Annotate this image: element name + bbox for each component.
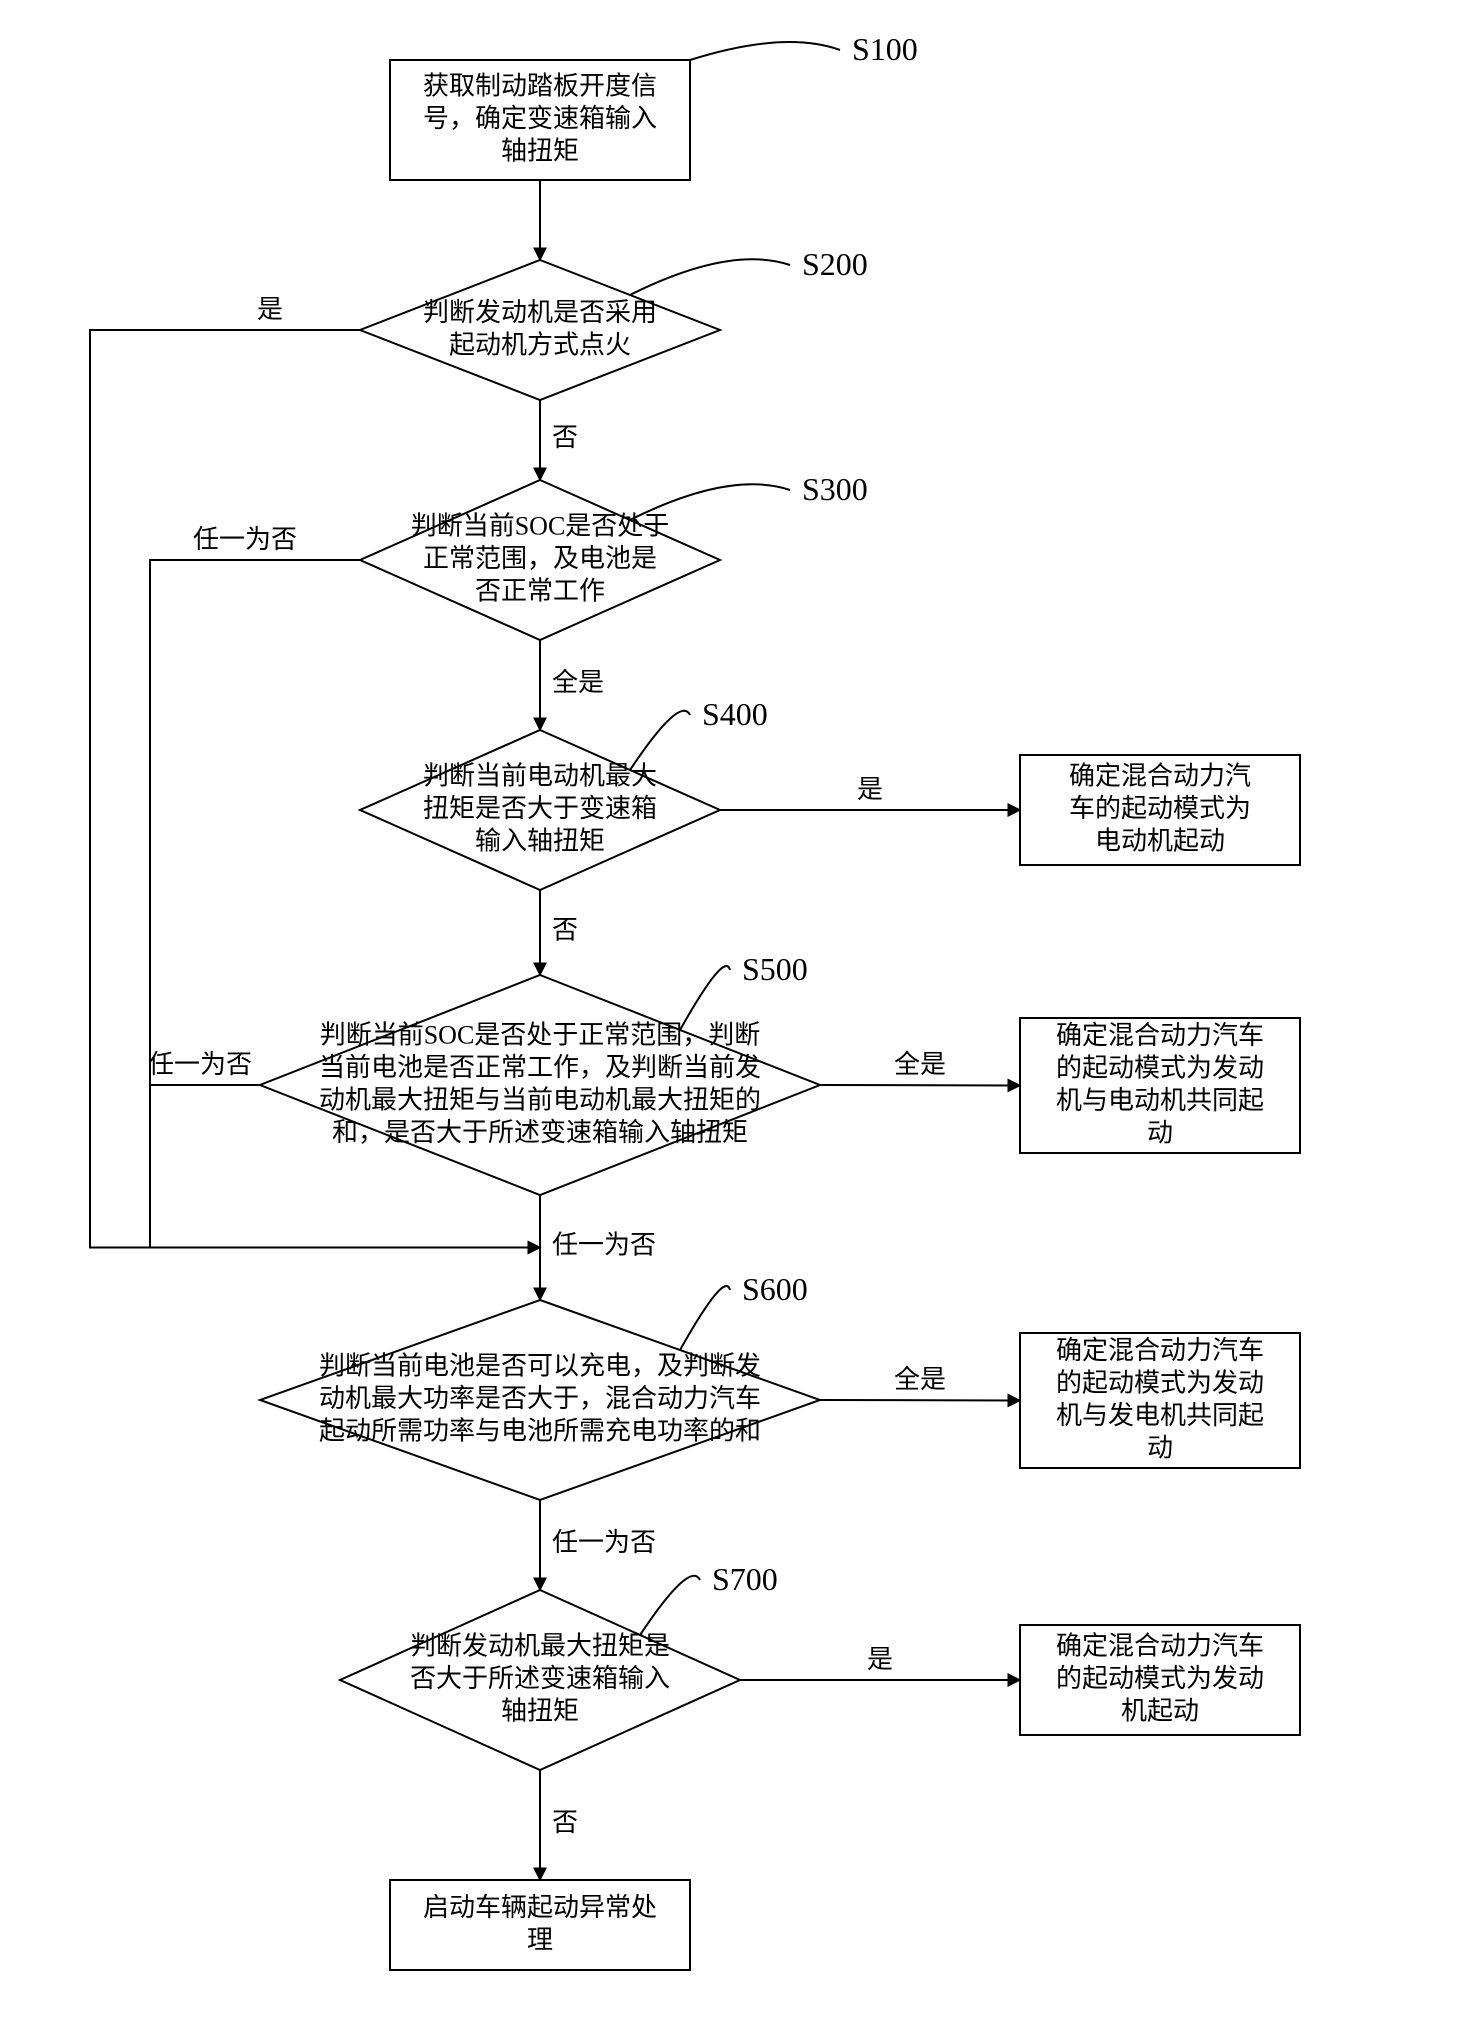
- svg-text:和，是否大于所述变速箱输入轴扭矩: 和，是否大于所述变速箱输入轴扭矩: [332, 1118, 748, 1147]
- step-label-s300: S300: [802, 471, 868, 507]
- step-label-s600: S600: [742, 1271, 808, 1307]
- svg-text:机起动: 机起动: [1121, 1697, 1199, 1726]
- svg-text:动机最大功率是否大于，混合动力汽车: 动机最大功率是否大于，混合动力汽车: [319, 1384, 761, 1413]
- svg-text:判断发动机是否采用: 判断发动机是否采用: [423, 298, 657, 327]
- svg-text:动: 动: [1147, 1118, 1173, 1147]
- edge-n600-r600: [820, 1400, 1020, 1401]
- svg-text:确定混合动力汽车: 确定混合动力汽车: [1056, 1021, 1264, 1050]
- svg-text:确定混合动力汽车: 确定混合动力汽车: [1056, 1632, 1264, 1661]
- loop-label-n500: 任一为否: [148, 1050, 252, 1079]
- flow-diamond-text-n700: 判断发动机最大扭矩是否大于所述变速箱输入轴扭矩: [410, 1632, 670, 1726]
- flow-rect-text-nend: 启动车辆起动异常处理: [423, 1893, 657, 1955]
- step-label-s500: S500: [742, 951, 808, 987]
- svg-text:车的起动模式为: 车的起动模式为: [1069, 794, 1251, 823]
- edge-label-n600-r600: 全是: [894, 1365, 946, 1394]
- svg-text:轴扭矩: 轴扭矩: [501, 137, 579, 166]
- edge-label-n700-nend: 否: [552, 1808, 578, 1837]
- svg-text:正常范围，及电池是: 正常范围，及电池是: [423, 544, 657, 573]
- svg-text:启动车辆起动异常处: 启动车辆起动异常处: [423, 1893, 657, 1922]
- flow-diamond-text-n600: 判断当前电池是否可以充电，及判断发动机最大功率是否大于，混合动力汽车起动所需功率…: [319, 1352, 761, 1446]
- flow-rect-text-r400: 确定混合动力汽车的起动模式为电动机起动: [1069, 762, 1251, 856]
- svg-text:判断当前SOC是否处于: 判断当前SOC是否处于: [411, 512, 670, 541]
- svg-text:动机最大扭矩与当前电动机最大扭矩的: 动机最大扭矩与当前电动机最大扭矩的: [319, 1085, 761, 1114]
- step-callout-line-s100: [690, 42, 840, 60]
- step-label-s100: S100: [852, 31, 918, 67]
- svg-text:理: 理: [527, 1925, 553, 1954]
- edge-label-n400-r400: 是: [857, 775, 883, 804]
- step-label-s400: S400: [702, 696, 768, 732]
- svg-text:的起动模式为发动: 的起动模式为发动: [1056, 1053, 1264, 1082]
- step-label-s200: S200: [802, 246, 868, 282]
- svg-text:确定混合动力汽车: 确定混合动力汽车: [1056, 1336, 1264, 1365]
- loop-label-n300: 任一为否: [193, 525, 297, 554]
- loop-label-n200: 是: [257, 295, 283, 324]
- edge-label-n700-r700: 是: [867, 1645, 893, 1674]
- flow-rect-text-r700: 确定混合动力汽车的起动模式为发动机起动: [1056, 1632, 1264, 1726]
- svg-text:的起动模式为发动: 的起动模式为发动: [1056, 1368, 1264, 1397]
- svg-text:的起动模式为发动: 的起动模式为发动: [1056, 1664, 1264, 1693]
- svg-text:否大于所述变速箱输入: 否大于所述变速箱输入: [410, 1664, 670, 1693]
- edge-label-n400-n500: 否: [552, 916, 578, 945]
- flow-diamond-text-n200: 判断发动机是否采用起动机方式点火: [423, 298, 657, 360]
- flow-rect-text-n100: 获取制动踏板开度信号，确定变速箱输入轴扭矩: [423, 72, 657, 166]
- flow-diamond-text-n500: 判断当前SOC是否处于正常范围，判断当前电池是否正常工作，及判断当前发动机最大扭…: [319, 1020, 761, 1147]
- step-callout-line-s200: [630, 259, 790, 295]
- svg-text:号，确定变速箱输入: 号，确定变速箱输入: [423, 104, 657, 133]
- svg-text:输入轴扭矩: 输入轴扭矩: [475, 827, 605, 856]
- svg-text:判断当前电池是否可以充电，及判断发: 判断当前电池是否可以充电，及判断发: [319, 1352, 761, 1381]
- svg-text:扭矩是否大于变速箱: 扭矩是否大于变速箱: [423, 794, 657, 823]
- step-callout-line-s700: [640, 1576, 700, 1635]
- svg-text:轴扭矩: 轴扭矩: [501, 1697, 579, 1726]
- svg-text:电动机起动: 电动机起动: [1095, 827, 1225, 856]
- flow-diamond-text-n400: 判断当前电动机最大扭矩是否大于变速箱输入轴扭矩: [423, 762, 657, 856]
- svg-text:当前电池是否正常工作，及判断当前发: 当前电池是否正常工作，及判断当前发: [319, 1053, 761, 1082]
- edge-label-n300-n400: 全是: [552, 668, 604, 697]
- step-callout-line-s600: [680, 1286, 730, 1350]
- svg-text:判断发动机最大扭矩是: 判断发动机最大扭矩是: [410, 1632, 670, 1661]
- flow-diamond-text-n300: 判断当前SOC是否处于正常范围，及电池是否正常工作: [411, 512, 670, 606]
- svg-text:动: 动: [1147, 1433, 1173, 1462]
- step-label-s700: S700: [712, 1561, 778, 1597]
- svg-text:获取制动踏板开度信: 获取制动踏板开度信: [423, 72, 657, 101]
- flow-rect-text-r600: 确定混合动力汽车的起动模式为发动机与发电机共同起动: [1056, 1336, 1264, 1463]
- edge-n500-r500: [820, 1085, 1020, 1086]
- svg-text:机与电动机共同起: 机与电动机共同起: [1056, 1086, 1264, 1115]
- svg-text:起动机方式点火: 起动机方式点火: [449, 330, 631, 359]
- edge-label-n600-n700: 任一为否: [552, 1528, 656, 1557]
- svg-text:判断当前电动机最大: 判断当前电动机最大: [423, 762, 657, 791]
- edge-label-n500-r500: 全是: [894, 1050, 946, 1079]
- svg-text:否正常工作: 否正常工作: [475, 577, 605, 606]
- edge-label-n500-n600: 任一为否: [552, 1231, 656, 1260]
- svg-text:判断当前SOC是否处于正常范围，判断: 判断当前SOC是否处于正常范围，判断: [320, 1020, 761, 1049]
- svg-text:确定混合动力汽: 确定混合动力汽: [1069, 762, 1251, 791]
- edge-label-n200-n300: 否: [552, 423, 578, 452]
- flow-rect-text-r500: 确定混合动力汽车的起动模式为发动机与电动机共同起动: [1056, 1021, 1264, 1148]
- svg-text:起动所需功率与电池所需充电功率的和: 起动所需功率与电池所需充电功率的和: [319, 1417, 761, 1446]
- svg-text:机与发电机共同起: 机与发电机共同起: [1056, 1401, 1264, 1430]
